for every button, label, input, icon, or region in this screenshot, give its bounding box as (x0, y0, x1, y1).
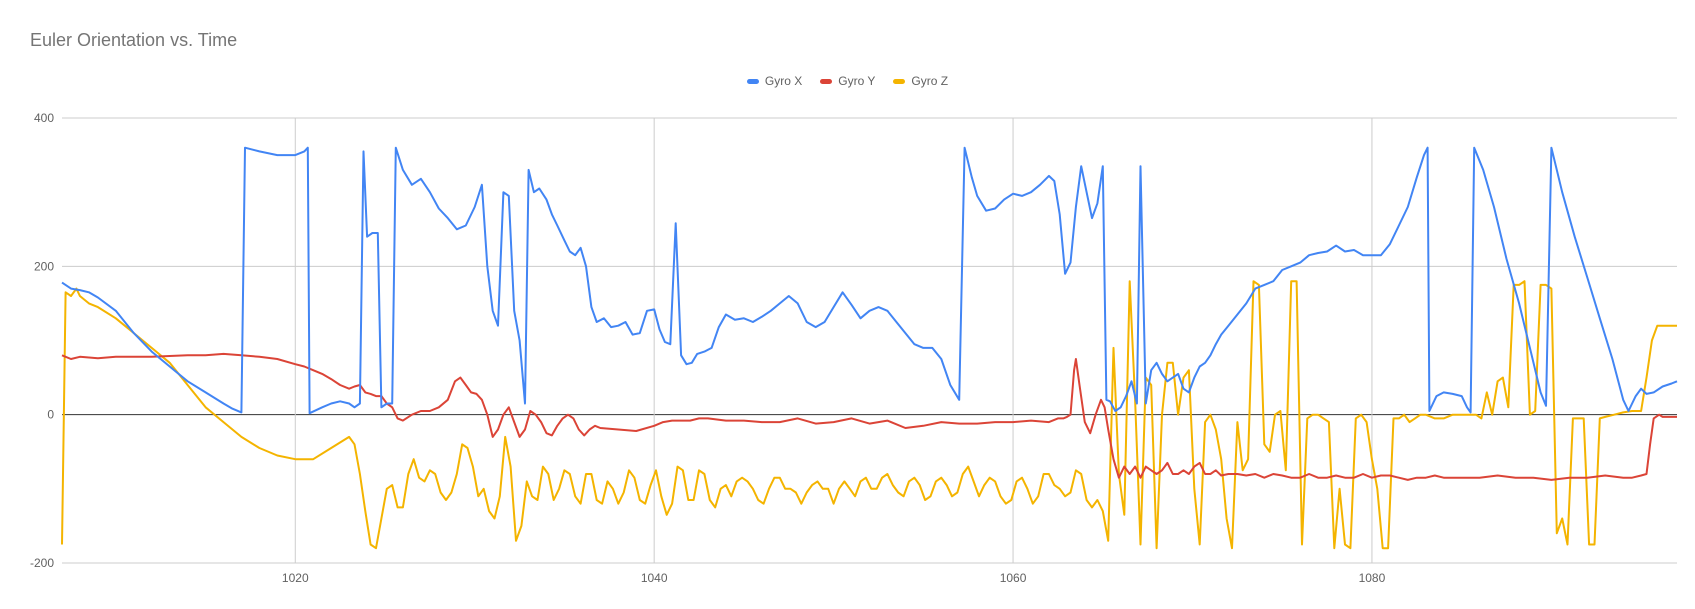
x-tick-label: 1080 (1359, 571, 1386, 585)
y-tick-label: -200 (30, 556, 54, 570)
legend: Gyro X Gyro Y Gyro Z (0, 74, 1695, 88)
legend-label-gyro-y: Gyro Y (838, 74, 876, 88)
legend-item-gyro-y[interactable]: Gyro Y (820, 74, 875, 88)
y-tick-label: 0 (47, 408, 54, 422)
series-line-gyro-z (61, 280, 1677, 550)
legend-item-gyro-x[interactable]: Gyro X (746, 74, 803, 88)
y-tick-label: 400 (34, 111, 54, 125)
x-tick-label: 1040 (641, 571, 668, 585)
series-line-gyro-y (61, 352, 1677, 481)
x-tick-label: 1060 (1000, 571, 1027, 585)
series-line-gyro-x (61, 146, 1678, 415)
legend-swatch-gyro-x (746, 78, 759, 84)
chart-title: Euler Orientation vs. Time (30, 30, 238, 50)
legend-swatch-gyro-z (893, 78, 906, 84)
y-tick-label: 200 (34, 259, 54, 273)
legend-label-gyro-z: Gyro Z (911, 74, 949, 88)
legend-label-gyro-x: Gyro X (764, 74, 803, 88)
x-tick-label: 1020 (282, 571, 309, 585)
legend-swatch-gyro-y (820, 78, 833, 84)
legend-item-gyro-z[interactable]: Gyro Z (893, 74, 948, 88)
